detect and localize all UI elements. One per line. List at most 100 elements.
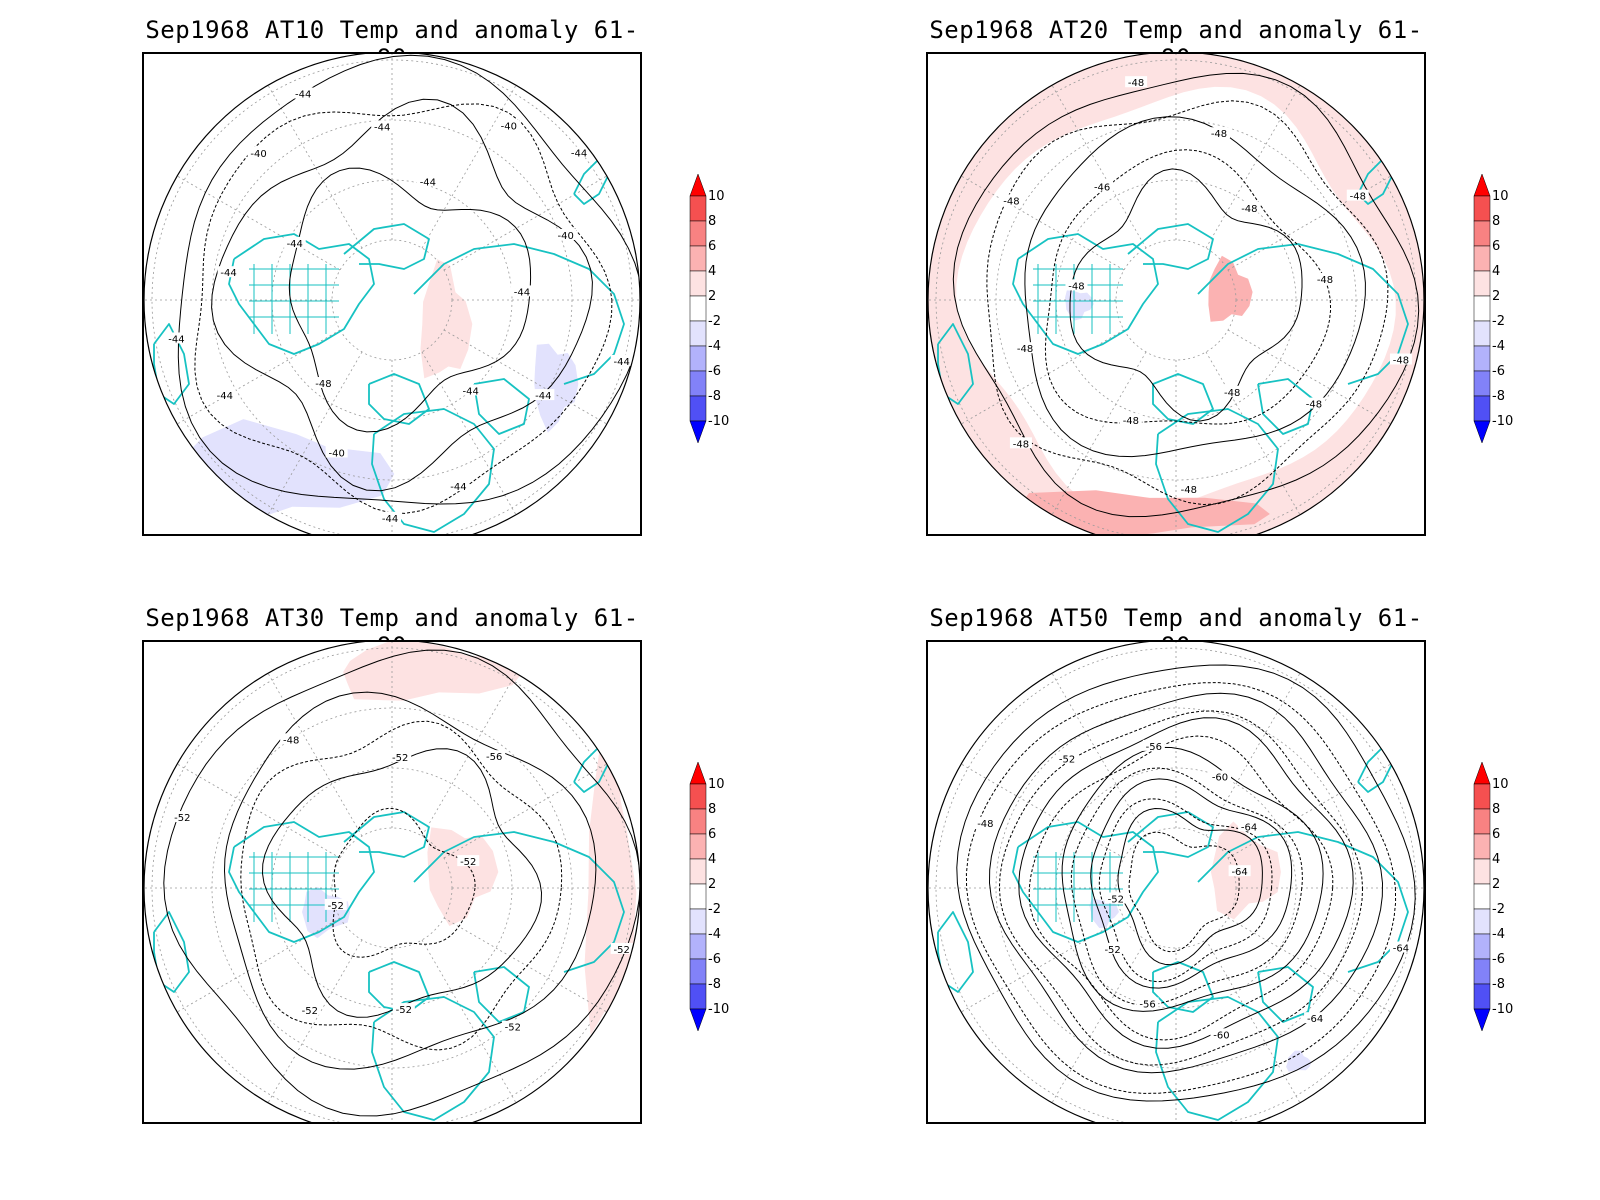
colorbar-segment xyxy=(1473,370,1491,397)
colorbar-segment xyxy=(1473,808,1491,835)
colorbar-tick-label: -10 xyxy=(1492,414,1514,429)
map-disk: -64 -64 -60 -56 -52 -52 -48 -52 -56 -60 -64 -64 xyxy=(928,642,1424,1122)
contour-label: -52 xyxy=(392,753,408,764)
contour-label-bg xyxy=(280,733,303,745)
contour-line xyxy=(223,691,597,1070)
colorbar-segment xyxy=(1473,245,1491,272)
contour-line xyxy=(1024,116,1366,458)
anomaly-region xyxy=(1286,1050,1312,1072)
colorbar-segment xyxy=(689,908,707,935)
contour-label-bg xyxy=(312,377,335,389)
contour-label: -56 xyxy=(1139,999,1155,1010)
latlon-grid xyxy=(928,642,1424,1122)
contour-label-bg xyxy=(447,480,470,492)
coastline xyxy=(413,243,625,385)
contour-line-dashed xyxy=(332,807,476,958)
contour-label: -52 xyxy=(1059,754,1075,765)
meridian-line xyxy=(261,939,363,1114)
contour-line xyxy=(211,98,593,492)
contour-label: -52 xyxy=(460,857,476,868)
contour-label: -60 xyxy=(1212,772,1228,783)
colorbar-tick-label: -4 xyxy=(708,339,721,354)
colorbar-graphic xyxy=(689,173,707,444)
colorbar-tick-label: -2 xyxy=(1492,314,1505,329)
contour-label-bg xyxy=(1346,189,1369,201)
borders xyxy=(1033,264,1123,334)
meridian-line xyxy=(421,662,523,837)
contour-label: -44 xyxy=(295,90,311,101)
contour-label: -48 xyxy=(283,735,299,746)
colorbar-graphic xyxy=(1473,173,1491,444)
meridian-line xyxy=(166,329,341,431)
colorbar-arrow-top xyxy=(1473,761,1491,785)
panel-at30: Sep1968 AT30 Temp and anomaly 61-90 -52-… xyxy=(0,588,800,1188)
contour-label: -52 xyxy=(174,813,190,824)
coastline xyxy=(937,911,974,993)
contour-label-bg xyxy=(610,354,633,366)
contour-label-bg xyxy=(416,175,439,187)
colorbar-segment xyxy=(689,858,707,885)
contour-line xyxy=(952,72,1420,518)
coastline xyxy=(368,373,430,425)
contour-label: -48 xyxy=(1350,192,1366,203)
contour-label-bg xyxy=(497,119,520,131)
latitude-circle xyxy=(151,647,633,1122)
contour-line-dashed xyxy=(240,720,563,1051)
borders xyxy=(1033,852,1123,922)
polar-map: -48 -48 -48 -48 -48 -48 -48 -48 -48 -46 -48 -48 -48 -… xyxy=(926,52,1426,536)
meridian-line xyxy=(421,351,523,526)
colorbar-segment xyxy=(1473,395,1491,422)
colorbar-tick-label: 10 xyxy=(708,777,725,792)
contour-label-bg xyxy=(1101,942,1124,954)
contour-label-bg xyxy=(1208,770,1231,782)
contour-label-bg xyxy=(1207,127,1230,139)
contour-label-bg xyxy=(324,898,347,910)
colorbar-arrow-top xyxy=(1473,173,1491,197)
colorbar-tick-label: -2 xyxy=(708,314,721,329)
contour-label-bg xyxy=(1238,820,1261,832)
meridian-line xyxy=(443,757,618,859)
coastline xyxy=(1012,233,1159,355)
panel-at20: Sep1968 AT20 Temp and anomaly 61-90 -48-… xyxy=(784,0,1584,600)
colorbar-tick-label: 4 xyxy=(1492,264,1501,279)
contour-label-bg xyxy=(1119,413,1142,425)
contour-label-bg xyxy=(974,816,997,828)
contour-label-bg xyxy=(1302,397,1325,409)
contour-line-dashed xyxy=(965,682,1397,1094)
contour-line xyxy=(1069,168,1303,422)
coastline xyxy=(413,831,625,973)
contour-label-bg xyxy=(1056,752,1079,764)
colorbar-arrow-bottom xyxy=(689,420,707,444)
contour-label-bg xyxy=(1065,279,1088,291)
contour-label-bg xyxy=(325,446,348,458)
contour-label-bg xyxy=(371,120,394,132)
contour-line-dashed xyxy=(1044,149,1332,425)
contour-label: -48 xyxy=(1211,129,1227,140)
contour-label-bg xyxy=(568,146,591,158)
contour-label-bg xyxy=(247,146,270,158)
contour-line xyxy=(288,167,532,433)
contour-label: -44 xyxy=(217,391,233,402)
colorbar-tick-label: 6 xyxy=(1492,239,1501,254)
colorbar-segment xyxy=(689,220,707,247)
colorbar-segment xyxy=(1473,320,1491,347)
map-disk: -44 -44 -44 -44 -44 -40 -48 -44 -44 -44 -44 -40 -44 -… xyxy=(144,54,640,534)
map-canvas: -52 -52 -52 -52 -52 -52 -48 -52 -56 -52 xyxy=(144,642,640,1122)
contour-label: -48 xyxy=(1306,400,1322,411)
colorbar-segment xyxy=(689,395,707,422)
meridian-line xyxy=(1205,351,1307,526)
anomaly-region xyxy=(174,419,395,522)
colorbar-graphic xyxy=(1473,761,1491,1032)
contour-label-bg xyxy=(457,855,480,867)
map-canvas: -64 -64 -60 -56 -52 -52 -48 -52 -56 -60 -64 -64 xyxy=(928,642,1424,1122)
coastline xyxy=(1257,378,1314,435)
contour-line-dashed xyxy=(986,100,1389,506)
contour-label: -48 xyxy=(1123,416,1139,427)
contour-label: -64 xyxy=(1393,943,1409,954)
contour-label-bg xyxy=(1142,739,1165,751)
colorbar-tick-label: -8 xyxy=(708,977,721,992)
contour-label: -48 xyxy=(1224,388,1240,399)
coastline xyxy=(228,821,375,943)
colorbar-tick-label: -6 xyxy=(708,364,721,379)
colorbar-segment xyxy=(689,270,707,297)
